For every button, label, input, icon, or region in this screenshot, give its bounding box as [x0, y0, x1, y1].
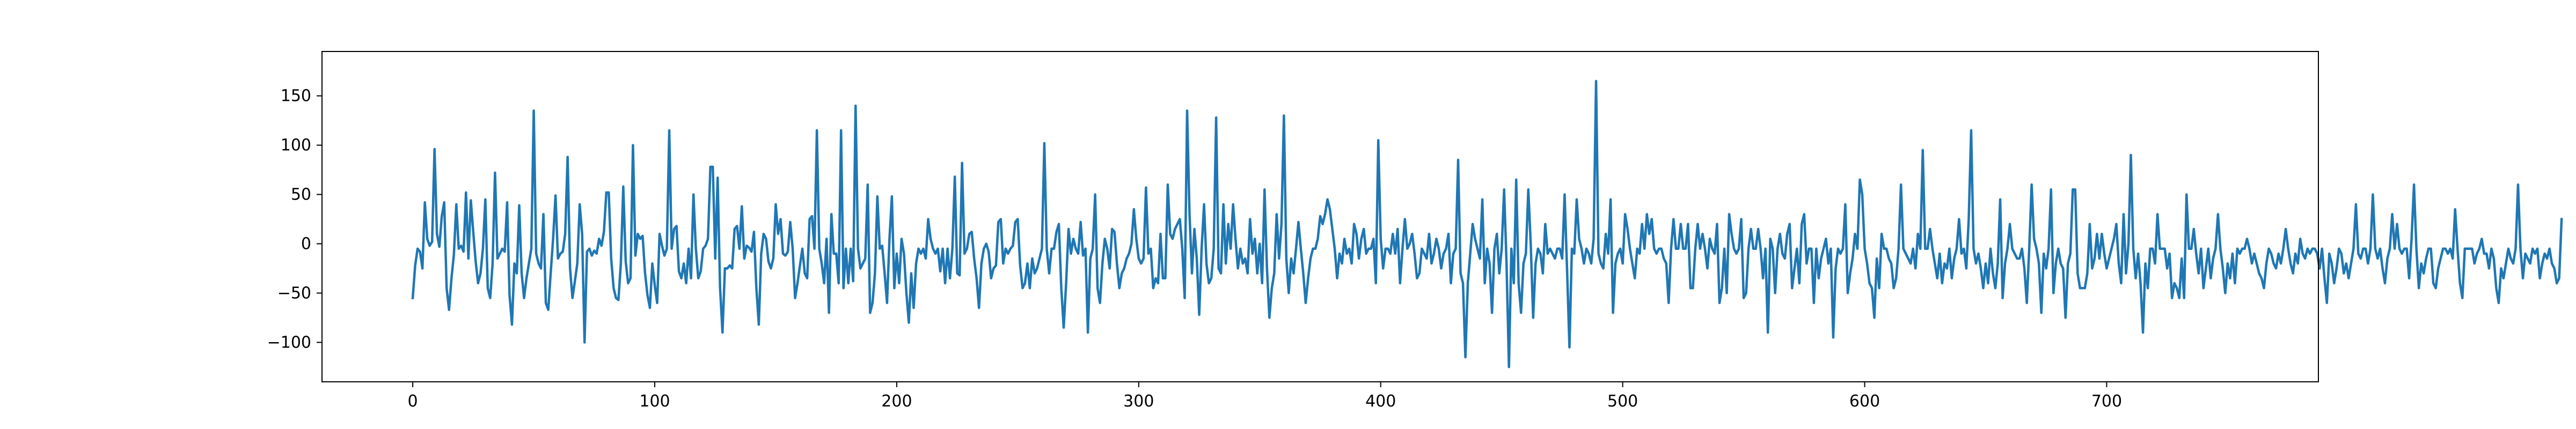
x-tick-label: 100	[639, 392, 670, 411]
x-tick-label: 500	[1607, 392, 1638, 411]
axes-layer: 0 100 200 300 400 500 600 700 −100 −50 0 50 100 150	[267, 87, 2122, 411]
y-tick-label: 100	[281, 136, 311, 155]
x-tick-label: 200	[881, 392, 912, 411]
x-tick-label: 300	[1123, 392, 1154, 411]
x-tick-label: 0	[408, 392, 418, 411]
x-tick-label: 600	[1849, 392, 1880, 411]
plot-border	[321, 51, 2319, 382]
y-tick-label: −100	[267, 333, 311, 352]
y-tick-label: 150	[281, 87, 311, 106]
x-tick-label: 400	[1365, 392, 1396, 411]
x-tick-label: 700	[2091, 392, 2122, 411]
series-layer	[411, 79, 2563, 368]
y-tick-label: 0	[301, 235, 311, 254]
y-tick-label: 50	[291, 186, 311, 204]
y-tick-label: −50	[277, 284, 311, 303]
series-line-0	[411, 79, 2563, 368]
